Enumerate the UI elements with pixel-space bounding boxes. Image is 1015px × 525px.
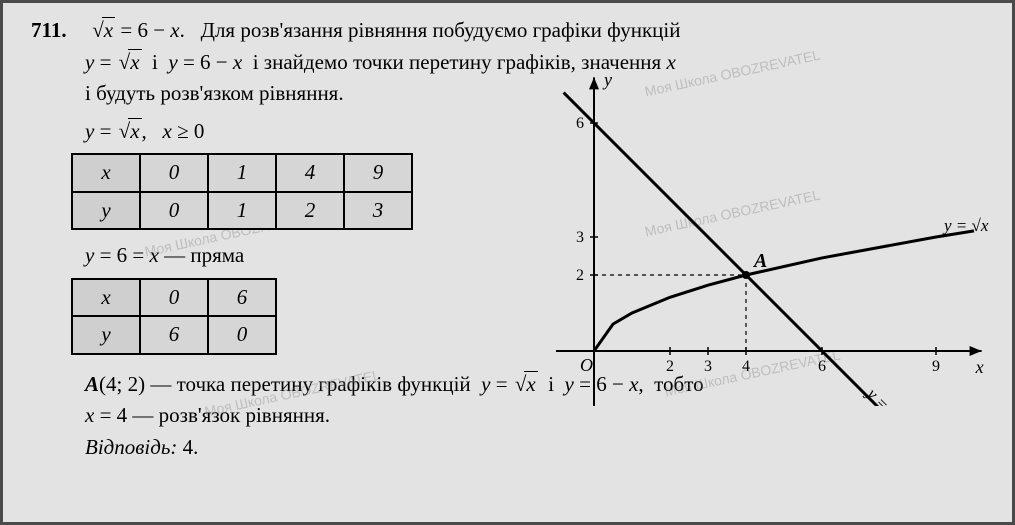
svg-text:3: 3 [576, 229, 584, 246]
graph: 23469-2236OxyAy = √xy = 6 − x [534, 76, 994, 406]
svg-text:6: 6 [576, 115, 584, 132]
table2-head-y: y [72, 316, 140, 354]
answer-value: 4. [183, 435, 199, 459]
table2-head-x: x [72, 279, 140, 317]
svg-text:3: 3 [704, 358, 712, 375]
table1-head-x: x [72, 154, 140, 192]
svg-text:y: y [602, 76, 612, 89]
table2-y0: 6 [140, 316, 208, 354]
line2: y = x і y = 6 − x і знайдемо точки перет… [85, 50, 676, 74]
table1: x 0 1 4 9 y 0 1 2 3 [71, 153, 413, 230]
svg-text:6: 6 [818, 358, 826, 375]
table1-head-y: y [72, 192, 140, 230]
svg-text:y = √x: y = √x [942, 216, 989, 235]
table2-x0: 0 [140, 279, 208, 317]
table2-x1: 6 [208, 279, 276, 317]
svg-text:2: 2 [576, 267, 584, 284]
table1-x0: 0 [140, 154, 208, 192]
table1-y0: 0 [140, 192, 208, 230]
answer-label: Відповідь: [85, 435, 177, 459]
func1-label: y = x, x ≥ 0 [31, 116, 511, 148]
svg-text:9: 9 [932, 358, 940, 375]
func2-label: y = 6 = x — пряма [31, 240, 511, 272]
table1-x2: 4 [276, 154, 344, 192]
table1-x1: 1 [208, 154, 276, 192]
table2: x 0 6 y 6 0 [71, 278, 277, 355]
svg-text:y = 6 − x: y = 6 − x [862, 382, 922, 405]
table1-y2: 2 [276, 192, 344, 230]
table1-x3: 9 [344, 154, 412, 192]
intro-text: Для розв'язання рівняння побудуємо графі… [201, 18, 681, 42]
table1-y1: 1 [208, 192, 276, 230]
svg-text:2: 2 [666, 358, 674, 375]
svg-text:O: O [580, 355, 593, 375]
equation: x = 6 − x. [90, 18, 185, 42]
table2-y1: 0 [208, 316, 276, 354]
svg-text:x: x [975, 357, 984, 377]
problem-number: 711. [31, 15, 85, 47]
table1-y3: 3 [344, 192, 412, 230]
svg-text:A: A [752, 250, 767, 272]
svg-text:4: 4 [742, 358, 750, 375]
